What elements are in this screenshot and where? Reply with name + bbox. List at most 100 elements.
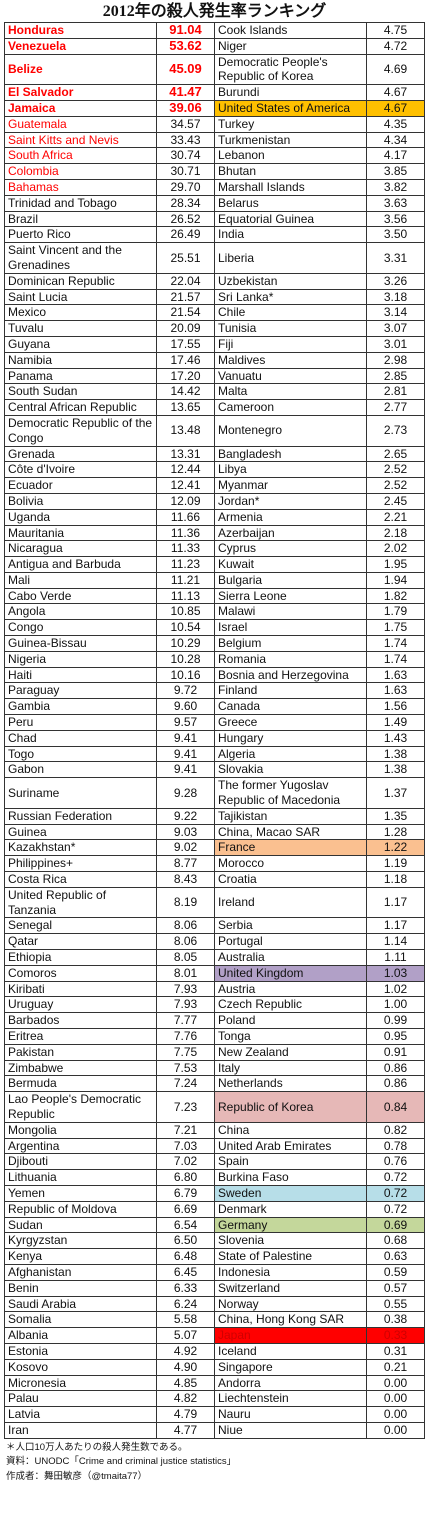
rate-value: 0.76 (366, 1153, 425, 1171)
rate-value: 4.75 (366, 22, 425, 39)
table-row: Saudi Arabia 6.24 Norway 0.55 (4, 1295, 425, 1313)
country-name: Gambia (4, 698, 157, 716)
country-name: Albania (4, 1327, 157, 1344)
country-name: Côte d'Ivoire (4, 461, 157, 479)
rate-value: 3.26 (366, 272, 425, 290)
rate-value: 11.23 (156, 556, 215, 573)
table-row: Kiribati 7.93 Austria 1.02 (4, 980, 425, 998)
table-row: Uganda 11.66 Armenia 2.21 (4, 508, 425, 526)
country-name: Mali (4, 571, 157, 589)
rate-value: 4.67 (366, 84, 425, 101)
rate-value: 1.95 (366, 556, 425, 573)
country-name: Pakistan (4, 1043, 157, 1061)
country-name: Argentina (4, 1137, 157, 1155)
country-name: Chile (214, 304, 367, 322)
country-name: Liberia (214, 242, 367, 274)
table-row: Republic of Moldova 6.69 Denmark 0.72 (4, 1200, 425, 1218)
rate-value: 1.14 (366, 933, 425, 951)
rate-value: 4.82 (156, 1390, 215, 1408)
country-name: Equatorial Guinea (214, 210, 367, 228)
rate-value: 1.00 (366, 996, 425, 1014)
country-name: Grenada (4, 445, 157, 463)
rate-value: 29.70 (156, 178, 215, 196)
rate-value: 4.79 (156, 1406, 215, 1423)
rate-value: 7.53 (156, 1059, 215, 1077)
country-name: Kuwait (214, 556, 367, 573)
rate-value: 6.80 (156, 1169, 215, 1186)
country-name: Niue (214, 1421, 367, 1439)
rate-value: 0.33 (366, 1327, 425, 1344)
country-name: Italy (214, 1059, 367, 1077)
rate-value: 11.66 (156, 508, 215, 526)
table-row: Barbados 7.77 Poland 0.99 (4, 1012, 425, 1029)
country-name: Tajikistan (214, 807, 367, 825)
table-row: Zimbabwe 7.53 Italy 0.86 (4, 1059, 425, 1077)
country-name: United States of America (214, 99, 367, 117)
rate-value: 0.21 (366, 1358, 425, 1376)
country-name: Cameroon (214, 399, 367, 416)
rate-value: 8.06 (156, 933, 215, 951)
country-name: Estonia (4, 1342, 157, 1360)
table-row: Kazakhstan* 9.02 France 1.22 (4, 839, 425, 857)
rate-value: 3.82 (366, 178, 425, 196)
country-name: El Salvador (4, 84, 157, 101)
country-name: Yemen (4, 1184, 157, 1202)
rate-value: 2.18 (366, 524, 425, 542)
country-name: Costa Rica (4, 871, 157, 888)
country-name: Saint Vincent and the Grenadines (4, 242, 157, 274)
country-name: Micronesia (4, 1374, 157, 1392)
rate-value: 4.67 (366, 99, 425, 117)
country-name: Peru (4, 714, 157, 731)
country-name: Kosovo (4, 1358, 157, 1376)
table-row: Jamaica 39.06 United States of America 4.67 (4, 99, 425, 117)
rate-value: 0.82 (366, 1121, 425, 1139)
rate-value: 10.16 (156, 666, 215, 684)
country-name: Burundi (214, 84, 367, 101)
rate-value: 2.52 (366, 461, 425, 479)
country-name: Benin (4, 1279, 157, 1297)
rate-value: 3.31 (366, 242, 425, 274)
rate-value: 2.52 (366, 477, 425, 494)
table-row: Palau 4.82 Liechtenstein 0.00 (4, 1390, 425, 1408)
country-name: Fiji (214, 335, 367, 353)
country-name: United Kingdom (214, 964, 367, 982)
rate-value: 21.57 (156, 288, 215, 306)
country-name: Kyrgyzstan (4, 1232, 157, 1250)
rate-value: 4.34 (366, 131, 425, 149)
rate-value: 2.81 (366, 383, 425, 401)
rate-value: 14.42 (156, 383, 215, 401)
rate-value: 7.23 (156, 1091, 215, 1123)
rate-value: 1.18 (366, 871, 425, 888)
table-row: Nigeria 10.28 Romania 1.74 (4, 650, 425, 668)
rate-value: 1.19 (366, 855, 425, 873)
rate-value: 13.31 (156, 445, 215, 463)
rate-value: 0.38 (366, 1311, 425, 1329)
rate-value: 28.34 (156, 194, 215, 212)
rate-value: 21.54 (156, 304, 215, 322)
rate-value: 9.57 (156, 714, 215, 731)
country-name: The former Yugoslav Republic of Macedoni… (214, 777, 367, 809)
rate-value: 3.01 (366, 335, 425, 353)
rate-value: 1.75 (366, 619, 425, 637)
table-row: Bermuda 7.24 Netherlands 0.86 (4, 1075, 425, 1093)
country-name: Ireland (214, 886, 367, 919)
rate-value: 0.78 (366, 1137, 425, 1155)
country-name: Kenya (4, 1248, 157, 1265)
rate-value: 9.41 (156, 761, 215, 779)
rate-value: 0.00 (366, 1421, 425, 1439)
ranking-table: Honduras 91.04 Cook Islands 4.75 Venezuela 53… (4, 22, 425, 1439)
rate-value: 9.02 (156, 839, 215, 857)
table-row: Guinea-Bissau 10.29 Belgium 1.74 (4, 635, 425, 652)
country-name: Bolivia (4, 492, 157, 510)
country-name: Bulgaria (214, 571, 367, 589)
country-name: State of Palestine (214, 1248, 367, 1265)
country-name: Democratic People's Republic of Korea (214, 53, 367, 86)
rate-value: 6.54 (156, 1216, 215, 1234)
country-name: Finland (214, 682, 367, 700)
rate-value: 3.50 (366, 226, 425, 244)
country-name: Jordan* (214, 492, 367, 510)
rate-value: 0.55 (366, 1295, 425, 1313)
country-name: Austria (214, 980, 367, 998)
country-name: India (214, 226, 367, 244)
country-name: Brazil (4, 210, 157, 228)
